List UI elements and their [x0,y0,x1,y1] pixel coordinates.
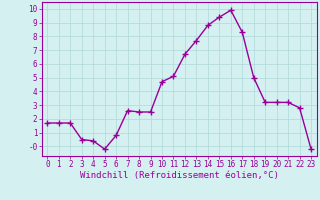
X-axis label: Windchill (Refroidissement éolien,°C): Windchill (Refroidissement éolien,°C) [80,171,279,180]
